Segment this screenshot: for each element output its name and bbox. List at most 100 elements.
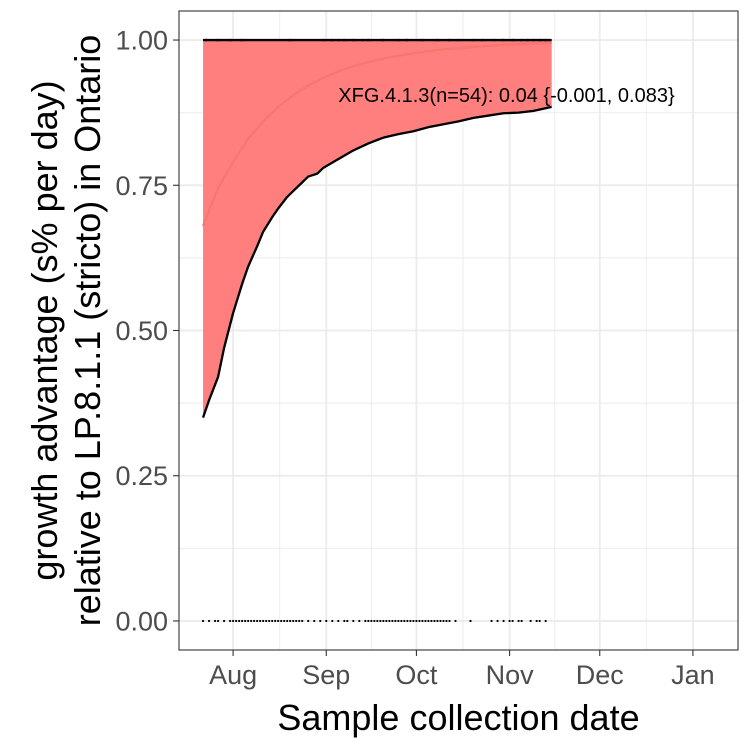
observation-point	[442, 619, 445, 623]
y-tick-label: 0.50	[115, 316, 168, 346]
observation-point	[508, 619, 511, 623]
observation-point	[343, 619, 346, 623]
observation-point	[342, 38, 346, 42]
y-axis-title-line-2: relative to LP.8.1.1 (stricto) in Ontari…	[67, 35, 108, 627]
observation-point	[457, 38, 460, 42]
observation-point	[367, 619, 370, 623]
observation-point	[283, 619, 286, 623]
observation-point	[364, 619, 367, 623]
confidence-ribbon-layer	[203, 40, 552, 418]
observation-point	[490, 619, 493, 623]
observation-point	[370, 619, 373, 623]
observation-point	[526, 38, 529, 42]
observation-point	[481, 38, 484, 42]
observation-point	[520, 38, 523, 42]
observation-point	[268, 619, 271, 623]
observation-point	[298, 619, 301, 623]
observation-point	[394, 619, 397, 623]
x-tick-label: Sep	[302, 660, 350, 690]
y-tick-label: 0.25	[115, 461, 168, 491]
confidence-ribbon	[203, 40, 552, 418]
observation-point	[259, 619, 262, 623]
observation-point	[235, 619, 238, 623]
observation-point	[256, 619, 259, 623]
observation-point	[472, 38, 475, 42]
observation-point	[448, 619, 451, 623]
observation-point	[262, 619, 265, 623]
observation-point	[421, 38, 424, 42]
observation-point	[544, 38, 547, 42]
observation-point	[388, 619, 391, 623]
observation-point	[367, 38, 370, 42]
observation-point	[493, 38, 496, 42]
y-tick-label: 0.75	[115, 171, 168, 201]
observation-point	[204, 38, 208, 42]
observation-point	[511, 38, 514, 42]
observation-point	[373, 619, 376, 623]
observation-point	[415, 619, 418, 623]
observation-point	[502, 619, 505, 623]
observation-point	[280, 619, 283, 623]
x-tick-label: Jan	[671, 660, 715, 690]
observation-point	[253, 619, 256, 623]
observation-point	[231, 619, 235, 623]
observation-point	[496, 619, 499, 623]
observation-point	[325, 619, 328, 623]
observation-point	[397, 38, 400, 42]
observation-point	[436, 38, 439, 42]
observation-point	[330, 38, 334, 42]
observation-point	[433, 619, 436, 623]
observation-point	[376, 619, 379, 623]
observation-point	[424, 619, 427, 623]
observation-point	[346, 619, 349, 623]
observation-point	[448, 38, 451, 42]
observation-point	[271, 619, 274, 623]
observation-point	[469, 619, 472, 623]
observation-point	[295, 619, 298, 623]
observation-point	[228, 619, 232, 623]
observation-point	[535, 619, 538, 623]
observation-point	[247, 619, 250, 623]
observation-point	[538, 38, 541, 42]
observation-point	[213, 619, 217, 623]
observation-point	[406, 619, 409, 623]
y-tick-label: 1.00	[115, 26, 168, 56]
observation-point	[445, 619, 448, 623]
axis-ticks: 0.00 0.25 0.50 0.75 1.00 Aug Sep Oct Nov Dec Jan	[115, 26, 714, 690]
observation-point	[502, 38, 505, 42]
observation-points	[201, 38, 547, 623]
observation-point	[385, 619, 388, 623]
observation-point	[397, 619, 400, 623]
observation-point	[228, 38, 232, 42]
observation-point	[436, 619, 439, 623]
observation-point	[216, 38, 220, 42]
observation-point	[382, 38, 385, 42]
observation-point	[403, 619, 406, 623]
x-tick-label: Oct	[395, 660, 438, 690]
observation-point	[379, 619, 382, 623]
observation-point	[216, 619, 220, 623]
observation-point	[439, 619, 442, 623]
observation-point	[361, 38, 364, 42]
observation-point	[391, 619, 394, 623]
observation-point	[427, 619, 430, 623]
observation-point	[358, 619, 361, 623]
observation-point	[289, 619, 292, 623]
observation-point	[265, 619, 268, 623]
observation-point	[532, 38, 535, 42]
y-axis-title-line-1: growth advantage (s% per day)	[24, 80, 65, 580]
observation-point	[409, 619, 412, 623]
observation-point	[238, 619, 241, 623]
observation-point	[511, 619, 514, 623]
annotation-label: XFG.4.1.3(n=54): 0.04 {-0.001, 0.083}	[338, 85, 675, 107]
x-axis-title: Sample collection date	[277, 697, 639, 738]
observation-point	[529, 619, 532, 623]
observation-point	[307, 619, 310, 623]
observation-point	[241, 619, 244, 623]
observation-point	[222, 619, 226, 623]
observation-point	[418, 619, 421, 623]
observation-point	[207, 619, 211, 623]
x-tick-label: Dec	[576, 660, 624, 690]
observation-point	[331, 619, 334, 623]
